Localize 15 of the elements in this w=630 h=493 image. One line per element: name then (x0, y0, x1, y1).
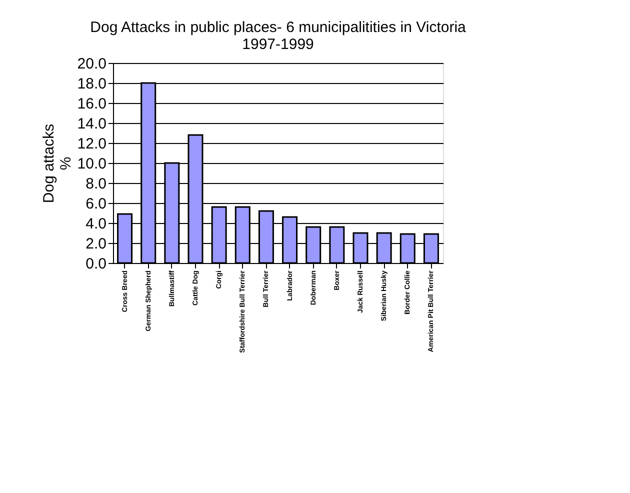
y-tick-label: 18.0 (77, 76, 106, 92)
y-tick-label: 2.0 (86, 236, 106, 252)
text: Dog attacks (40, 124, 58, 204)
y-tick-label: 4.0 (86, 216, 106, 232)
y-tick-label: 10.0 (77, 156, 106, 172)
y-tick-label: 12.0 (77, 136, 106, 152)
y-tick-label: 0.0 (86, 256, 106, 272)
y-tick-label: 8.0 (86, 176, 106, 192)
y-tick-label: 20.0 (77, 56, 106, 72)
text: % (57, 156, 74, 170)
text: 1997-1999 (242, 36, 314, 53)
y-tick-label: 14.0 (77, 116, 106, 132)
text: Dog Attacks in public places- 6 municipalitities in Victoria (90, 19, 466, 36)
y-tick-label: 6.0 (86, 196, 106, 212)
y-tick-label: 16.0 (77, 96, 106, 112)
